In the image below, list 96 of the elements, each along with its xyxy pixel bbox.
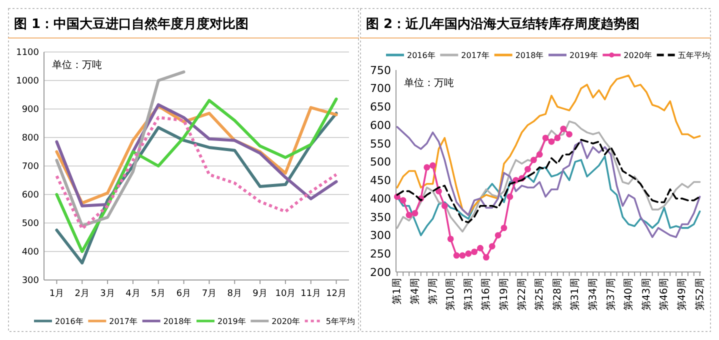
line-series [55, 116, 338, 230]
y-tick-label: 600 [370, 118, 391, 132]
y-tick-label: 550 [370, 137, 391, 150]
x-tick-label: 第28周 [551, 278, 564, 311]
legend-label: 2019年 [218, 317, 246, 326]
y-tick-label: 650 [370, 100, 391, 114]
y-tick-label: 400 [22, 248, 40, 258]
x-tick-label: 3月 [100, 289, 115, 299]
point [506, 194, 514, 200]
y-tick-label: 800 [22, 134, 40, 144]
point [471, 248, 478, 255]
y-tick-label: 1000 [16, 76, 40, 87]
legend-label: 2018年 [515, 51, 544, 60]
y-tick-label: 750 [370, 64, 391, 77]
point [453, 252, 460, 259]
x-tick-label: 第37周 [604, 278, 617, 311]
point [447, 236, 454, 242]
legend-label: 2020年 [272, 317, 300, 326]
y-tick-label: 700 [22, 162, 40, 172]
legend-label: 2017年 [109, 317, 138, 326]
point [566, 131, 572, 138]
point [430, 162, 436, 169]
legend-label: 2016年 [55, 317, 84, 326]
x-tick-label: 第4周 [408, 278, 421, 304]
y-tick-label: 450 [370, 174, 391, 188]
x-tick-label: 第13周 [462, 278, 474, 311]
point [548, 138, 555, 145]
y-tick-label: 500 [370, 156, 391, 169]
point [400, 197, 406, 204]
y-tick-label: 1100 [16, 48, 40, 58]
y-tick-label: 300 [370, 229, 391, 242]
x-tick-label: 第31周 [569, 278, 582, 311]
legend-label: 2017年 [461, 51, 490, 60]
chart-title: 图 2：近几年国内沿海大豆结转库存周度趋势图 [366, 16, 640, 32]
legend-label: 2020年 [624, 51, 652, 60]
x-tick-label: 11月 [300, 289, 322, 299]
point [441, 202, 448, 210]
x-tick-label: 第49周 [676, 278, 688, 311]
annotation: 单位：万吨 [404, 77, 454, 89]
point [560, 126, 567, 132]
x-tick-label: 8月 [227, 289, 242, 299]
point [459, 252, 466, 259]
line-series [55, 70, 186, 228]
chart-title: 图 1：中国大豆进口自然年度月度对比图 [14, 16, 249, 32]
x-tick-label: 2月 [74, 289, 90, 299]
point [488, 243, 496, 250]
x-tick-label: 第7周 [426, 278, 439, 304]
point [412, 210, 418, 216]
x-tick-label: 9月 [252, 289, 268, 299]
x-tick-label: 6月 [176, 289, 192, 299]
point [494, 232, 502, 238]
y-tick-label: 200 [370, 266, 391, 279]
point [524, 166, 531, 172]
x-tick-label: 第10周 [444, 278, 457, 311]
point [406, 212, 412, 218]
y-tick-label: 700 [370, 82, 391, 96]
x-tick-label: 第43周 [640, 278, 652, 311]
x-tick-label: 5月 [151, 289, 166, 299]
point [482, 254, 490, 261]
x-tick-label: 7月 [202, 289, 217, 299]
point [465, 250, 472, 257]
legend-label: 五年平均 [678, 51, 710, 60]
y-tick-label: 250 [370, 247, 391, 260]
legend-label: 2018年 [163, 317, 192, 326]
line-series [55, 98, 338, 253]
point [542, 134, 549, 142]
x-tick-label: 4月 [126, 289, 140, 299]
legend-label: 2019年 [570, 51, 598, 60]
point [536, 151, 543, 158]
x-tick-label: 第1周 [391, 278, 404, 304]
y-tick-label: 350 [370, 210, 391, 224]
legend-label: 5年平均 [326, 317, 355, 326]
x-tick-label: 第34周 [587, 278, 600, 311]
x-tick-label: 第22周 [516, 278, 528, 311]
y-tick-label: 500 [22, 219, 40, 230]
x-tick-label: 第16周 [480, 278, 492, 311]
point [530, 156, 537, 164]
legend-label: 2016年 [407, 51, 436, 60]
x-tick-label: 第25周 [534, 278, 546, 311]
x-tick-label: 第40周 [622, 278, 635, 311]
point [500, 224, 508, 232]
x-tick-label: 12月 [326, 289, 347, 299]
x-tick-label: 第19周 [498, 278, 510, 311]
y-tick-label: 900 [22, 105, 40, 116]
annotation: 单位：万吨 [52, 59, 102, 71]
y-tick-label: 400 [370, 192, 391, 206]
x-tick-label: 10月 [275, 289, 296, 299]
x-tick-label: 1月 [49, 289, 64, 299]
x-tick-label: 第46周 [658, 278, 670, 311]
point [477, 244, 484, 252]
point [424, 164, 430, 171]
y-tick-label: 600 [22, 190, 40, 201]
y-tick-label: 300 [22, 276, 40, 286]
x-tick-label: 第52周 [694, 278, 706, 311]
point [554, 134, 561, 142]
line-series [396, 74, 701, 216]
